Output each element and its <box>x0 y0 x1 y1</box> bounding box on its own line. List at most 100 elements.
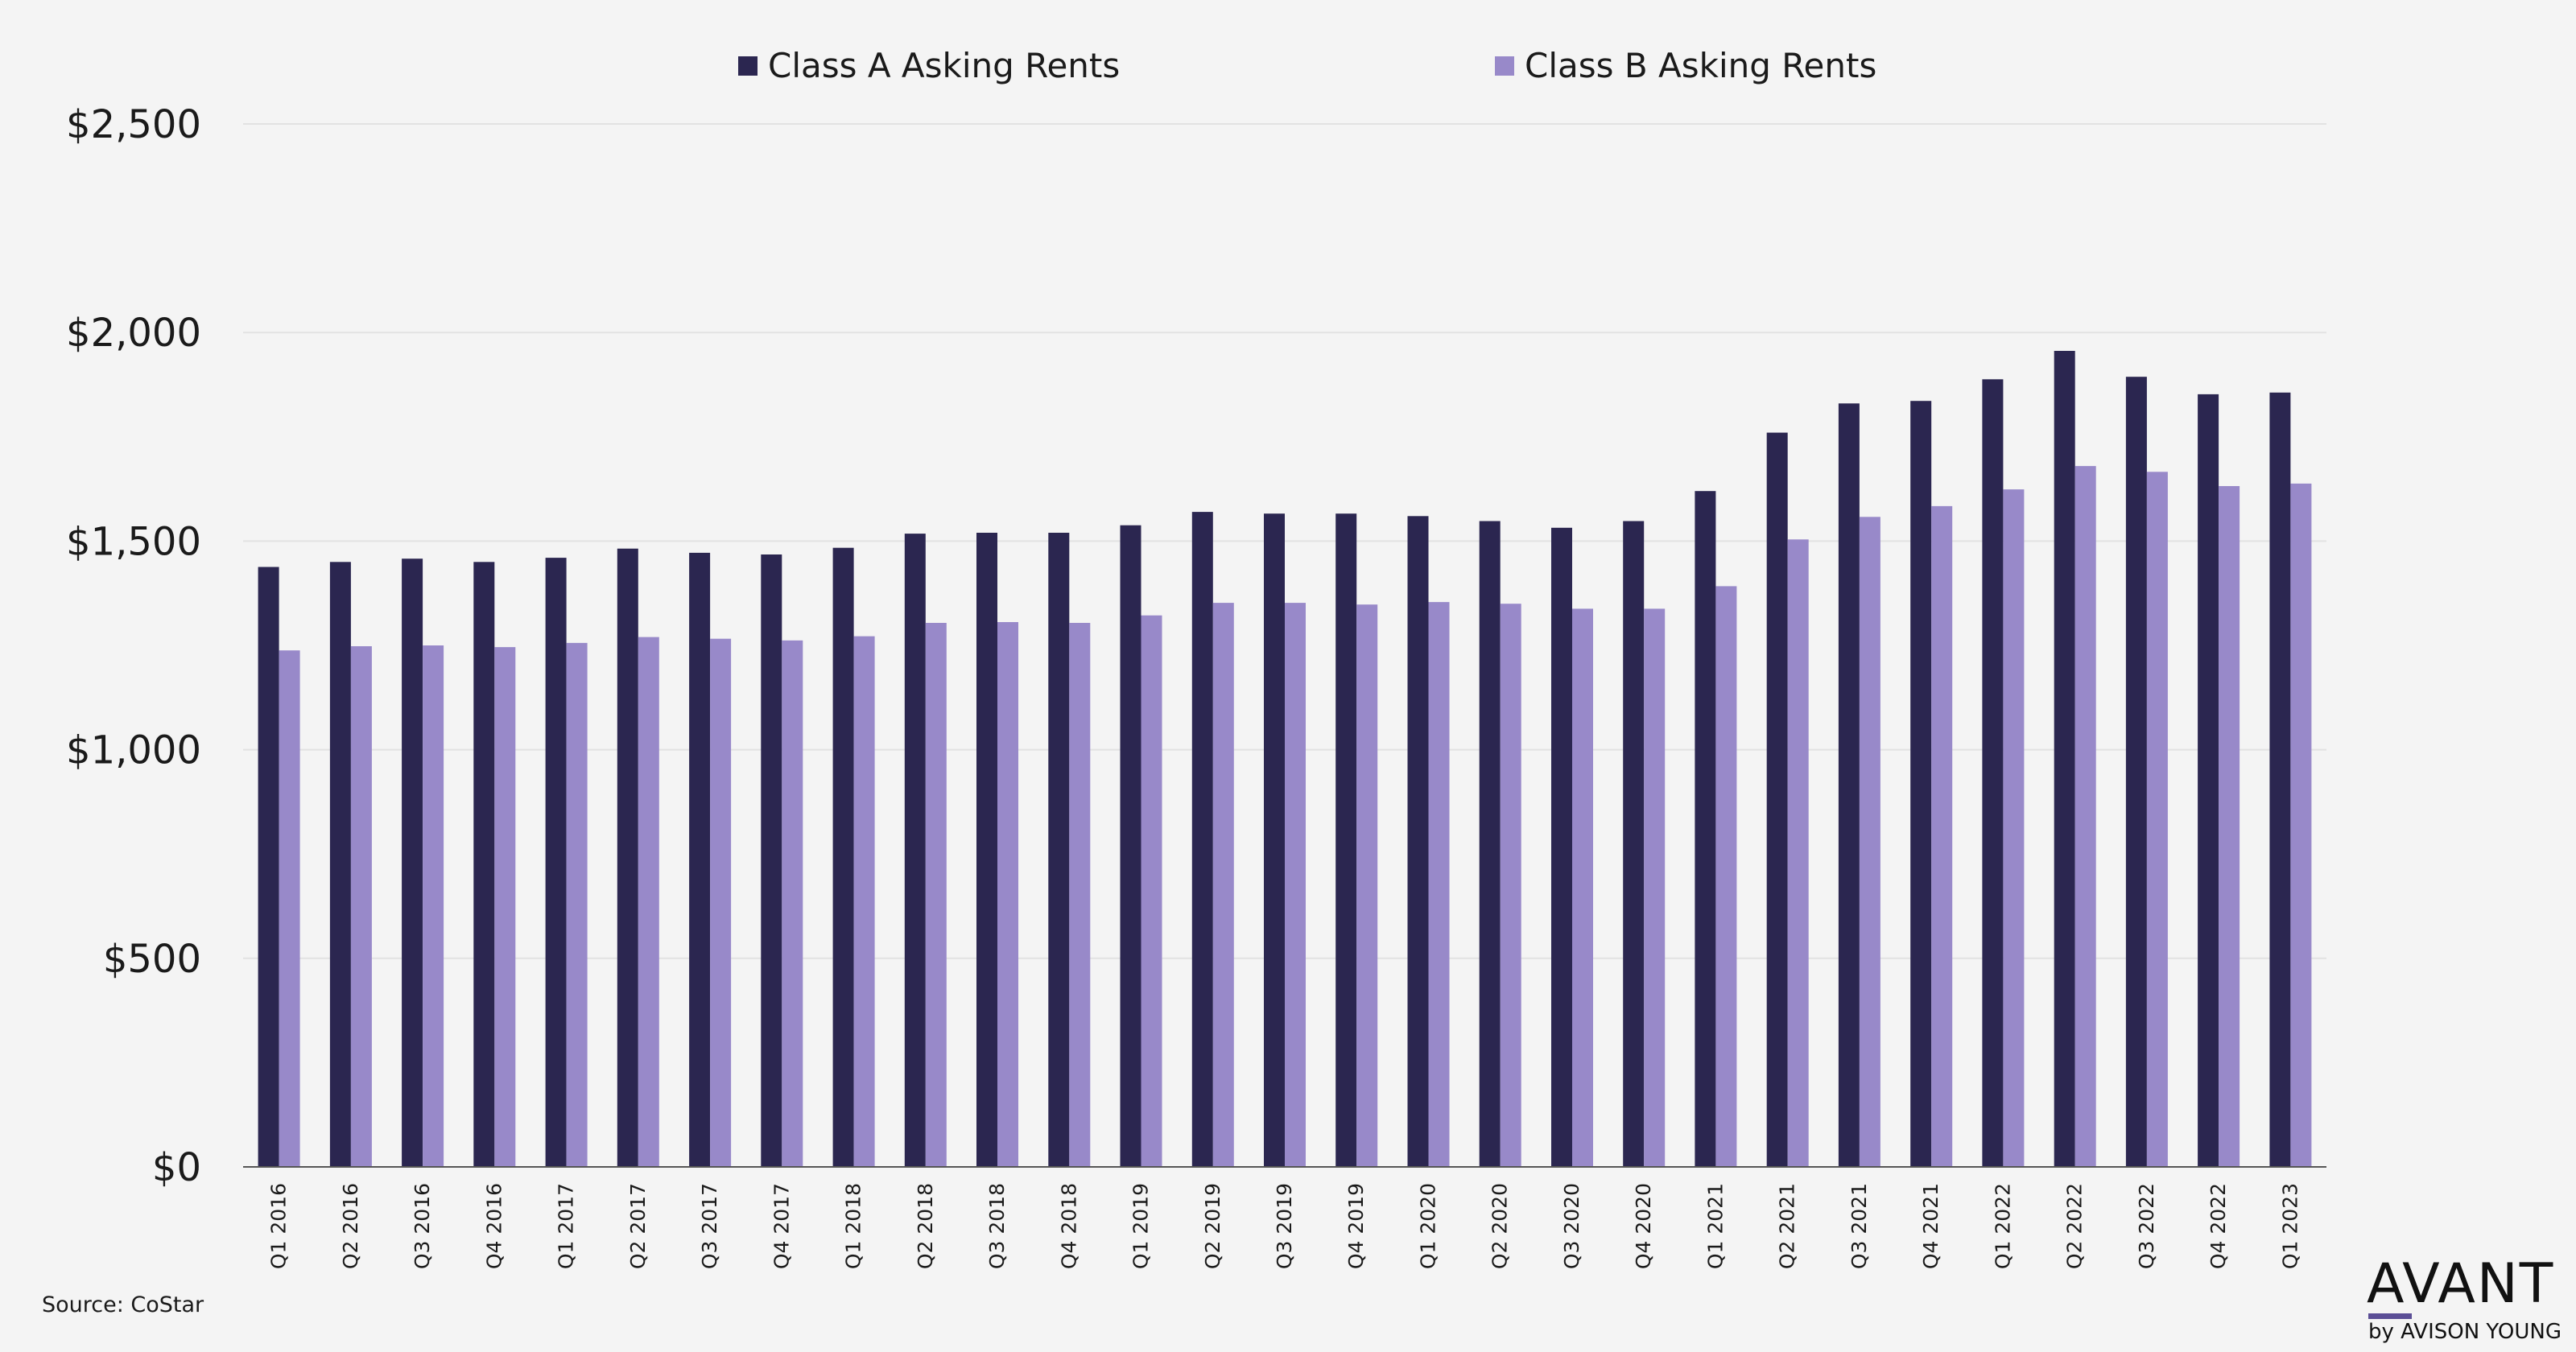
bar-class-a <box>1479 521 1501 1167</box>
bar-class-b <box>2146 472 2168 1167</box>
y-tick-label: $2,500 <box>66 102 201 147</box>
bar-class-b <box>925 623 947 1167</box>
bar-class-b <box>1069 623 1091 1167</box>
bar-class-b <box>710 638 732 1167</box>
bar-class-a <box>832 547 854 1167</box>
bar-class-b <box>1356 604 1378 1167</box>
bar-class-b <box>1500 604 1521 1167</box>
x-tick-label: Q1 2019 <box>1129 1183 1153 1269</box>
logo-subtitle: by AVISON YOUNG <box>2368 1320 2562 1344</box>
bar-class-b <box>997 622 1018 1167</box>
x-tick-label: Q3 2016 <box>411 1183 434 1269</box>
x-tick-label: Q4 2022 <box>2207 1183 2230 1269</box>
chart-legend: Class A Asking Rents Class B Asking Rent… <box>738 46 1876 85</box>
x-axis-tick-labels: Q1 2016 Q2 2016 Q3 2016 Q4 2016 Q1 2017 Q2 20… <box>267 1183 2302 1269</box>
bar-class-b <box>1931 505 1953 1167</box>
x-tick-label: Q2 2020 <box>1488 1183 1512 1269</box>
bar-class-a <box>1982 379 2004 1167</box>
x-tick-label: Q2 2019 <box>1201 1183 1224 1269</box>
x-tick-label: Q3 2017 <box>698 1183 721 1269</box>
source-note: Source: CoStar <box>42 1292 204 1317</box>
bar-class-b <box>1285 603 1306 1167</box>
x-tick-label: Q1 2018 <box>842 1183 865 1269</box>
bar-class-b <box>1859 517 1880 1167</box>
bar-class-a <box>761 554 782 1167</box>
x-tick-label: Q1 2022 <box>1991 1183 2014 1269</box>
bar-class-b <box>638 637 659 1167</box>
legend-label-class-b: Class B Asking Rents <box>1525 46 1876 85</box>
bar-class-b <box>279 650 300 1167</box>
x-tick-label: Q2 2018 <box>914 1183 937 1269</box>
y-axis-tick-labels: $0 $500 $1,000 $1,500 $2,000 $2,500 <box>66 102 201 1190</box>
x-tick-label: Q4 2021 <box>1919 1183 1942 1269</box>
bar-class-b <box>2219 486 2240 1167</box>
bar-class-b <box>350 646 372 1167</box>
bar-class-b <box>1141 615 1162 1167</box>
x-tick-label: Q3 2018 <box>985 1183 1009 1269</box>
bar-class-a <box>1695 491 1716 1167</box>
avant-logo: AVANT by AVISON YOUNG <box>2367 1255 2576 1348</box>
legend-label-class-a: Class A Asking Rents <box>768 46 1120 85</box>
bar-class-a <box>1910 401 1932 1167</box>
bar-class-a <box>689 552 711 1167</box>
y-tick-label: $500 <box>103 937 201 982</box>
bar-class-a <box>1048 533 1070 1167</box>
bar-class-a <box>1838 403 1860 1167</box>
bar-class-b <box>1715 586 1737 1167</box>
bar-class-a <box>1264 513 1285 1167</box>
bar-class-a <box>1766 432 1788 1167</box>
x-tick-label: Q1 2017 <box>555 1183 578 1269</box>
x-tick-label: Q4 2016 <box>482 1183 506 1269</box>
x-tick-label: Q4 2017 <box>770 1183 793 1269</box>
x-tick-label: Q2 2022 <box>2063 1183 2087 1269</box>
bar-class-a <box>2269 392 2291 1167</box>
x-tick-label: Q1 2016 <box>267 1183 291 1269</box>
y-tick-label: $2,000 <box>66 311 201 356</box>
x-tick-label: Q4 2020 <box>1632 1183 1655 1269</box>
bar-class-b <box>423 645 444 1167</box>
x-tick-label: Q4 2019 <box>1344 1183 1368 1269</box>
bar-class-a <box>2198 394 2219 1167</box>
bar-class-b <box>853 636 875 1167</box>
x-tick-label: Q3 2022 <box>2135 1183 2158 1269</box>
bar-class-b <box>2074 466 2096 1167</box>
bar-class-a <box>1623 521 1645 1167</box>
bar-class-a <box>545 558 567 1167</box>
x-tick-label: Q1 2023 <box>2278 1183 2301 1269</box>
bar-class-a <box>2054 351 2075 1167</box>
logo-wordmark: AVANT <box>2367 1255 2555 1316</box>
bar-class-a <box>1191 512 1213 1167</box>
logo-underline <box>2368 1313 2412 1319</box>
bar-class-b <box>2003 489 2025 1167</box>
bar-class-a <box>473 562 495 1167</box>
legend-swatch-class-b <box>1495 56 1514 76</box>
x-tick-label: Q3 2020 <box>1560 1183 1583 1269</box>
bar-class-a <box>402 559 423 1167</box>
y-tick-label: $1,000 <box>66 728 201 773</box>
bar-class-b <box>782 640 803 1167</box>
bar-class-b <box>566 642 588 1167</box>
bar-class-a <box>976 533 997 1167</box>
y-tick-label: $1,500 <box>66 519 201 564</box>
bar-class-a <box>258 567 279 1167</box>
bar-class-b <box>1572 608 1593 1167</box>
bar-class-b <box>494 647 516 1167</box>
bar-class-b <box>1787 539 1809 1167</box>
bar-class-a <box>1120 525 1141 1167</box>
y-tick-label: $0 <box>152 1145 201 1190</box>
bar-class-b <box>1212 603 1234 1167</box>
bars <box>258 351 2312 1167</box>
x-tick-label: Q3 2021 <box>1847 1183 1871 1269</box>
bar-class-b <box>2290 483 2312 1167</box>
bar-class-b <box>1428 602 1450 1167</box>
bar-class-a <box>2125 377 2147 1167</box>
bar-class-a <box>617 548 638 1167</box>
x-tick-label: Q2 2016 <box>339 1183 362 1269</box>
x-tick-label: Q2 2021 <box>1776 1183 1799 1269</box>
x-tick-label: Q1 2020 <box>1416 1183 1439 1269</box>
legend-swatch-class-a <box>738 56 758 76</box>
x-tick-label: Q3 2019 <box>1273 1183 1296 1269</box>
x-tick-label: Q1 2021 <box>1703 1183 1727 1269</box>
bar-class-a <box>1551 527 1572 1167</box>
